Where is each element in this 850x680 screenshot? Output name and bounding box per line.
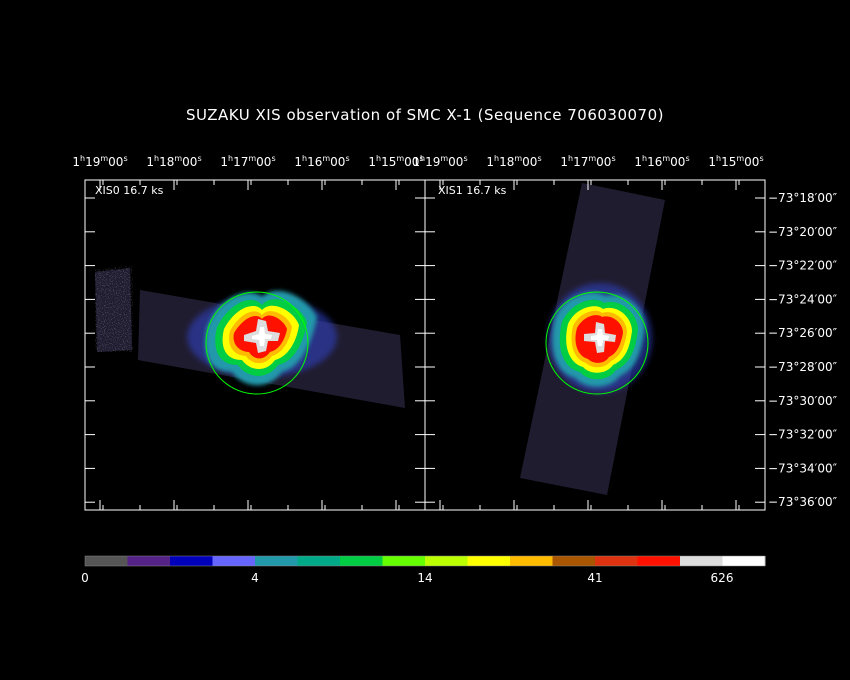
ra-tick-label: 1h17m00s	[220, 154, 275, 169]
colorbar-swatch	[255, 556, 298, 566]
colorbar-swatch	[510, 556, 553, 566]
ra-tick-label: 1h15m00s	[368, 154, 423, 169]
xis1-label: XIS1 16.7 ks	[438, 184, 507, 197]
colorbar-swatch	[382, 556, 426, 566]
dec-tick-label: −73°18′00″	[768, 191, 838, 205]
dec-tick-label: −73°36′00″	[768, 495, 838, 509]
dec-axis-labels: −73°18′00″ −73°20′00″ −73°22′00″ −73°24′00″…	[768, 191, 838, 509]
ra-axis-labels-xis0: 1h19m00s 1h18m00s 1h17m00s 1h16m00s 1h15m00s	[72, 154, 423, 169]
colorbar-swatch	[680, 556, 723, 566]
ra-tick-label: 1h18m00s	[486, 154, 541, 169]
colorbar-label: 41	[587, 571, 602, 585]
colorbar-swatch	[340, 556, 383, 566]
colorbar-swatch	[127, 556, 171, 566]
xis1-source	[548, 283, 652, 393]
colorbar-swatch	[595, 556, 638, 566]
dec-tick-label: −73°30′00″	[768, 394, 838, 408]
dec-tick-label: −73°28′00″	[768, 360, 838, 374]
ra-axis-labels-xis1: 1h19m00s 1h18m00s 1h17m00s 1h16m00s 1h15m00s	[412, 154, 763, 169]
colorbar-swatch	[467, 556, 511, 566]
axis-ticks	[85, 180, 765, 510]
figure-title: SUZAKU XIS observation of SMC X-1 (Seque…	[186, 106, 664, 124]
colorbar-label: 626	[711, 571, 734, 585]
colorbar-swatch	[85, 556, 128, 566]
dec-tick-label: −73°34′00″	[768, 461, 838, 475]
ra-tick-label: 1h19m00s	[412, 154, 467, 169]
xis0-label: XIS0 16.7 ks	[95, 184, 164, 197]
colorbar-swatch	[170, 556, 213, 566]
dec-tick-label: −73°24′00″	[768, 292, 838, 306]
colorbar-swatch	[297, 556, 341, 566]
xis0-source	[187, 290, 337, 386]
xis0-region-circle	[205, 291, 309, 395]
dec-tick-label: −73°22′00″	[768, 259, 838, 273]
colorbar-swatch	[425, 556, 468, 566]
colorbar-label: 14	[417, 571, 432, 585]
dec-tick-label: −73°20′00″	[768, 225, 838, 239]
ra-tick-label: 1h15m00s	[708, 154, 763, 169]
xis0-image	[85, 180, 425, 510]
ra-tick-label: 1h16m00s	[634, 154, 689, 169]
colorbar-label: 0	[81, 571, 89, 585]
dec-tick-label: −73°32′00″	[768, 428, 838, 442]
colorbar-swatch	[637, 556, 681, 566]
colorbar	[84, 555, 766, 567]
xis1-region-circle	[545, 291, 649, 395]
ra-tick-label: 1h19m00s	[72, 154, 127, 169]
colorbar-swatch	[552, 556, 596, 566]
ra-tick-label: 1h18m00s	[146, 154, 201, 169]
ra-tick-label: 1h16m00s	[294, 154, 349, 169]
colorbar-swatch	[722, 556, 766, 566]
colorbar-frame	[84, 555, 766, 567]
ra-tick-label: 1h17m00s	[560, 154, 615, 169]
colorbar-label: 4	[251, 571, 259, 585]
xis1-panel-frame	[424, 179, 766, 511]
colorbar-labels: 0 4 14 41 626	[81, 571, 733, 585]
xis1-image	[520, 183, 665, 495]
dec-tick-label: −73°26′00″	[768, 326, 838, 340]
colorbar-swatch	[212, 556, 256, 566]
